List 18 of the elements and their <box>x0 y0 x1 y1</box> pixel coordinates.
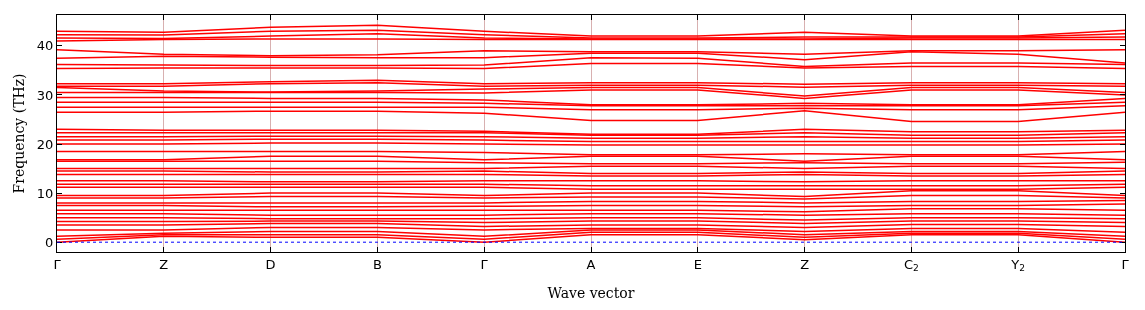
x-tick-label: Γ <box>53 256 62 272</box>
y-tick-label: 20 <box>36 136 54 152</box>
x-axis-title: Wave vector <box>547 284 635 301</box>
x-tick-label: B <box>372 256 382 272</box>
x-tick-label: D <box>265 256 276 272</box>
x-tick-label: Γ <box>1121 256 1130 272</box>
y-tick-label: 10 <box>36 185 54 201</box>
x-tick-label: Z <box>800 256 810 272</box>
y-axis-title: Frequency (THz) <box>11 73 28 194</box>
y-tick-label: 30 <box>36 87 54 103</box>
x-tick-label: C$_{2}$ <box>903 256 919 274</box>
y-tick-label: 40 <box>36 38 54 54</box>
x-tick-label: Z <box>159 256 169 272</box>
x-tick-label: E <box>693 256 702 272</box>
y-tick-label: 0 <box>45 234 54 250</box>
x-tick-label: A <box>586 256 596 272</box>
x-tick-label: Γ <box>480 256 489 272</box>
x-tick-label: Y$_{2}$ <box>1010 256 1026 274</box>
